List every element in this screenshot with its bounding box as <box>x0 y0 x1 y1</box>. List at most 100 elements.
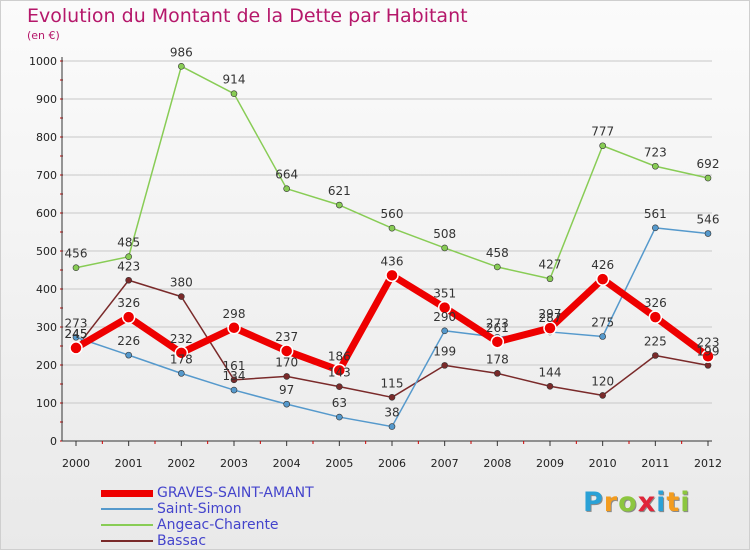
x-tick-label-2009: 2009 <box>536 457 564 470</box>
logo-letter: r <box>603 487 619 518</box>
point-angeac-charente-2000 <box>72 264 80 272</box>
point-bassac-2011 <box>652 352 659 359</box>
logo-letter: P <box>583 487 604 518</box>
data-label-angeac-charente-2002: 986 <box>170 45 193 59</box>
data-label-bassac-2010: 120 <box>591 374 614 388</box>
data-label-graves-saint-amant-2009: 297 <box>539 307 562 321</box>
legend-swatch-angeac <box>101 524 153 526</box>
point-angeac-charente-2007 <box>441 244 448 252</box>
chart-title: Evolution du Montant de la Dette par Hab… <box>27 5 468 27</box>
data-label-saint-simon-2010: 275 <box>591 316 614 330</box>
point-saint-simon-2002 <box>178 370 185 377</box>
data-label-saint-simon-2006: 38 <box>384 406 399 420</box>
point-graves-saint-amant-2007 <box>437 300 452 315</box>
point-saint-simon-2010 <box>599 333 606 340</box>
data-label-bassac-2012: 199 <box>697 344 720 358</box>
logo-letter: i <box>656 487 667 518</box>
data-label-saint-simon-2001: 226 <box>117 334 140 348</box>
legend-swatch-graves <box>101 490 153 497</box>
point-angeac-charente-2009 <box>546 275 554 283</box>
point-graves-saint-amant-2003 <box>227 321 241 335</box>
point-angeac-charente-2002 <box>178 63 185 70</box>
point-bassac-2005 <box>336 383 343 390</box>
data-label-bassac-2008: 178 <box>486 352 509 366</box>
y-tick-label-100: 100 <box>36 397 57 410</box>
data-label-angeac-charente-2004: 664 <box>275 168 298 182</box>
point-saint-simon-2001 <box>125 351 132 359</box>
data-label-graves-saint-amant-2005: 186 <box>328 349 351 363</box>
data-label-bassac-2011: 225 <box>644 335 667 349</box>
point-bassac-2012 <box>704 362 712 369</box>
data-label-saint-simon-2011: 561 <box>644 207 667 221</box>
point-bassac-2007 <box>441 362 448 369</box>
point-saint-simon-2006 <box>388 423 396 430</box>
point-saint-simon-2012 <box>704 230 712 237</box>
point-graves-saint-amant-2000 <box>69 341 83 355</box>
y-tick-label-900: 900 <box>36 93 57 106</box>
data-label-angeac-charente-2012: 692 <box>697 157 720 171</box>
legend-label-saint-simon: Saint-Simon <box>157 501 242 517</box>
point-graves-saint-amant-2006 <box>385 268 399 283</box>
data-label-angeac-charente-2007: 508 <box>433 227 456 241</box>
data-label-saint-simon-2003: 134 <box>223 369 246 383</box>
x-tick-label-2004: 2004 <box>273 457 301 470</box>
x-tick-label-2000: 2000 <box>62 457 90 470</box>
data-label-saint-simon-2012: 546 <box>697 213 720 227</box>
data-label-graves-saint-amant-2001: 326 <box>117 296 140 310</box>
data-label-graves-saint-amant-2010: 426 <box>591 258 614 272</box>
point-graves-saint-amant-2012 <box>701 349 715 364</box>
data-label-angeac-charente-2011: 723 <box>644 145 667 159</box>
chart-subtitle: (en €) <box>27 29 60 42</box>
data-label-angeac-charente-2003: 914 <box>223 73 246 87</box>
point-graves-saint-amant-2008 <box>490 335 505 349</box>
point-saint-simon-2000 <box>72 333 80 341</box>
data-label-angeac-charente-2009: 427 <box>539 258 562 272</box>
point-graves-saint-amant-2005 <box>332 363 347 378</box>
data-label-graves-saint-amant-2003: 298 <box>223 307 246 321</box>
data-label-saint-simon-2004: 97 <box>279 383 294 397</box>
point-angeac-charente-2001 <box>125 253 132 260</box>
legend-label-angeac: Angeac-Charente <box>157 517 279 533</box>
point-graves-saint-amant-2001 <box>121 310 136 324</box>
x-tick-label-2008: 2008 <box>483 457 511 470</box>
y-tick-label-800: 800 <box>36 131 57 144</box>
data-label-angeac-charente-2008: 458 <box>486 246 509 260</box>
data-label-saint-simon-2002: 178 <box>170 352 193 366</box>
point-angeac-charente-2010 <box>599 142 606 150</box>
data-label-graves-saint-amant-2004: 237 <box>275 330 298 344</box>
y-tick-label-200: 200 <box>36 359 57 372</box>
data-label-bassac-2002: 380 <box>170 276 193 290</box>
y-tick-label-300: 300 <box>36 321 57 334</box>
legend-label-bassac: Bassac <box>157 533 207 549</box>
legend-swatch-bassac <box>101 540 153 542</box>
point-bassac-2003 <box>230 376 238 384</box>
data-label-saint-simon-2008: 273 <box>486 316 509 330</box>
y-tick-label-400: 400 <box>36 283 57 296</box>
data-label-graves-saint-amant-2011: 326 <box>644 296 667 310</box>
data-label-bassac-2006: 115 <box>381 376 404 390</box>
point-angeac-charente-2008 <box>494 263 501 271</box>
data-label-saint-simon-2007: 290 <box>433 310 456 324</box>
point-angeac-charente-2011 <box>652 162 659 170</box>
point-angeac-charente-2006 <box>388 224 396 232</box>
data-label-angeac-charente-2001: 485 <box>117 236 140 250</box>
point-graves-saint-amant-2011 <box>648 310 663 324</box>
x-tick-label-2001: 2001 <box>115 457 143 470</box>
x-tick-label-2010: 2010 <box>589 457 617 470</box>
x-tick-label-2002: 2002 <box>167 457 195 470</box>
x-tick-label-2012: 2012 <box>694 457 722 470</box>
point-bassac-2002 <box>178 293 185 300</box>
x-tick-label-2006: 2006 <box>378 457 406 470</box>
x-tick-label-2003: 2003 <box>220 457 248 470</box>
point-bassac-2008 <box>494 370 501 377</box>
data-label-bassac-2001: 423 <box>117 259 140 273</box>
data-label-graves-saint-amant-2002: 232 <box>170 332 193 346</box>
point-bassac-2001 <box>125 276 132 284</box>
point-graves-saint-amant-2002 <box>174 346 189 360</box>
data-label-saint-simon-2005: 63 <box>332 396 347 410</box>
y-tick-label-500: 500 <box>36 245 57 258</box>
y-tick-label-700: 700 <box>36 169 57 182</box>
logo-letter: t <box>666 487 681 518</box>
data-label-saint-simon-2009: 287 <box>539 311 562 325</box>
